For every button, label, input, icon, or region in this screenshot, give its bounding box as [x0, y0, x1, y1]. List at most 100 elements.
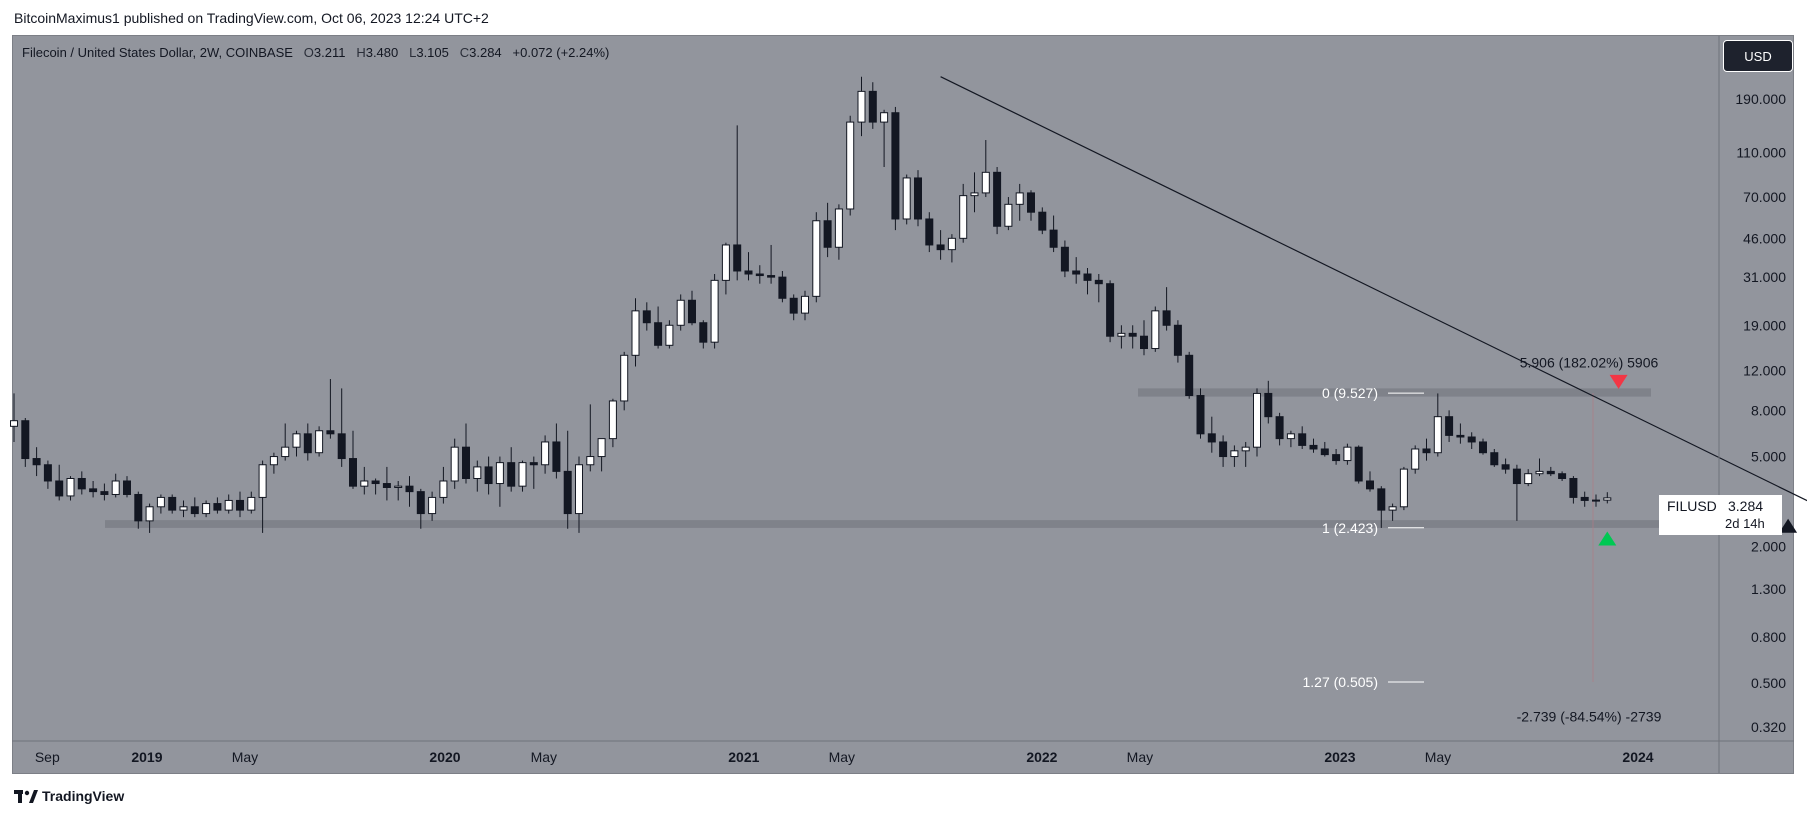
candle-body: [1298, 433, 1307, 446]
candle-body: [281, 446, 290, 458]
candle-body: [1501, 464, 1510, 470]
candle-body: [495, 462, 504, 485]
candle-body: [880, 112, 889, 123]
currency-button[interactable]: USD: [1723, 40, 1793, 72]
candle-body: [416, 491, 425, 515]
candle-body: [1004, 203, 1013, 227]
red-down-triangle-marker: [1609, 374, 1628, 389]
black-up-triangle-marker: [1779, 518, 1798, 533]
candle-body: [1196, 395, 1205, 435]
candle-body: [1366, 480, 1374, 490]
candle-body: [349, 458, 357, 487]
price-tick-label: 8.000: [1751, 402, 1786, 418]
candle-body: [891, 112, 900, 220]
price-tick-label: 1.300: [1751, 581, 1786, 597]
candle-body: [631, 310, 640, 356]
candle-body: [733, 244, 742, 272]
candle-body: [1106, 283, 1115, 337]
time-axis: Sep 2019 May 2020 May 2021 May 2022 May 2023 May 20…: [12, 740, 1794, 765]
candle-body: [258, 464, 267, 498]
price-tick-label: 0.800: [1751, 629, 1786, 645]
candle-body: [179, 506, 188, 511]
time-tick-label: 2020: [429, 749, 460, 765]
candle-body: [744, 270, 753, 275]
candle-body: [1399, 468, 1408, 508]
candle-body: [586, 456, 595, 466]
candle-body: [1320, 448, 1329, 456]
candle-body: [507, 462, 516, 487]
candle-body: [1512, 468, 1521, 485]
measurement-label: -2.739 (-84.54%) -2739: [1517, 709, 1662, 725]
candle-body: [224, 499, 233, 511]
candle-body: [1592, 499, 1600, 502]
candle-body: [337, 433, 346, 460]
candle-body: [665, 324, 674, 346]
candle-body: [1128, 332, 1137, 337]
candle-body: [473, 466, 482, 479]
candle-body: [1207, 433, 1216, 443]
time-tick-label: 2022: [1026, 749, 1057, 765]
candle-body: [1185, 354, 1194, 397]
low-label: L: [409, 45, 417, 60]
candle-body: [823, 220, 832, 248]
candle-body: [1027, 192, 1035, 213]
candle-body: [326, 430, 335, 435]
candle-body: [981, 171, 990, 194]
candle-body: [1456, 434, 1465, 438]
candle-body: [642, 310, 651, 324]
price-tick-label: 46.000: [1743, 230, 1786, 246]
candle-body: [834, 208, 843, 248]
candle-body: [1490, 452, 1499, 466]
candle-body: [134, 493, 143, 522]
candle-body: [145, 506, 154, 522]
candle-body: [382, 483, 391, 489]
price-label-symbol: FILUSD: [1667, 498, 1717, 514]
candle-body: [699, 322, 708, 343]
candle-body: [1524, 473, 1533, 485]
fib-level-label: 1.27 (0.505): [1303, 674, 1379, 690]
candle-body: [1309, 444, 1318, 450]
candle-body: [721, 244, 730, 281]
measurement-label: 5.906 (182.02%) 5906: [1520, 355, 1659, 371]
candle-body: [1219, 441, 1228, 458]
candle-body: [269, 456, 278, 466]
candle-body: [394, 485, 403, 489]
open-value: 3.211: [313, 45, 346, 60]
candle-body: [1117, 332, 1126, 337]
candle-body: [1354, 446, 1363, 482]
candle-body: [575, 464, 583, 515]
price-tick-label: 0.320: [1751, 719, 1786, 735]
candle-body: [428, 496, 437, 515]
candle-body: [1083, 273, 1092, 281]
time-tick-label: May: [1425, 749, 1451, 765]
chart-area[interactable]: [12, 35, 1794, 774]
candle-body: [10, 420, 18, 427]
high-value: 3.480: [365, 45, 399, 60]
open-label: O: [303, 45, 314, 60]
fib-layer: 0 (9.527) 1 (2.423) 1.27 (0.505) 5.906 (182…: [1303, 355, 1662, 725]
candle-body: [552, 441, 561, 472]
candle-body: [1343, 446, 1352, 462]
candle-body: [77, 477, 86, 490]
candle-body: [360, 480, 369, 487]
candle-body: [620, 354, 629, 402]
candle-body: [947, 237, 956, 251]
candle-body: [654, 322, 663, 346]
price-tick-label: 70.000: [1743, 189, 1786, 205]
candle-body: [123, 480, 131, 495]
price-tick-label: 19.000: [1743, 317, 1786, 333]
fib-level-label: 1 (2.423): [1322, 520, 1378, 536]
candle-body: [1140, 335, 1148, 350]
candle-body: [1445, 416, 1454, 436]
candle-body: [66, 477, 75, 497]
candle-body: [21, 420, 30, 460]
candle-body: [111, 480, 120, 495]
symbol-name: Filecoin / United States Dollar, 2W, COI…: [22, 45, 293, 60]
candle-body: [1286, 433, 1295, 440]
tradingview-brand: TradingView: [42, 788, 125, 804]
tradingview-logo[interactable]: TradingView: [14, 788, 124, 804]
candle-body: [563, 470, 572, 515]
candle-body: [925, 218, 934, 246]
candle-body: [1558, 473, 1567, 479]
